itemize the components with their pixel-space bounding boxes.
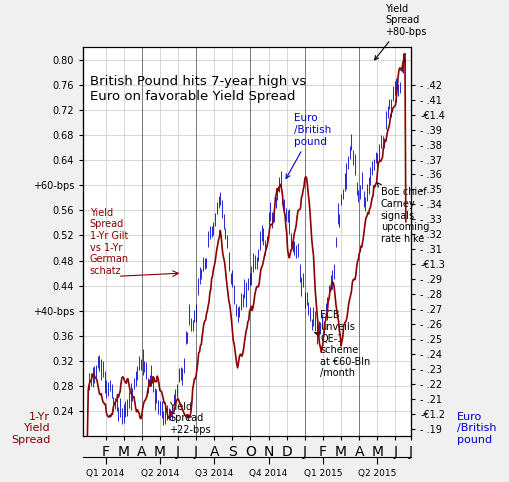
Text: BoE chief
Carney
signals
upcoming
rate hike: BoE chief Carney signals upcoming rate h… (376, 182, 429, 244)
Text: Yield
Spread
1-Yr Gilt
vs 1-Yr
German
schatz: Yield Spread 1-Yr Gilt vs 1-Yr German sc… (90, 208, 128, 276)
Y-axis label: 1-Yr
Yield
Spread: 1-Yr Yield Spread (11, 412, 50, 445)
Text: Yield
Spread
+80-bps: Yield Spread +80-bps (374, 3, 426, 60)
Text: British Pound hits 7-year high vs
Euro on favorable Yield Spread: British Pound hits 7-year high vs Euro o… (90, 75, 305, 103)
Text: Yield
Spread
+22-bps: Yield Spread +22-bps (169, 402, 211, 435)
Y-axis label: Euro
/British
pound: Euro /British pound (456, 412, 495, 445)
Text: Euro
/British
pound: Euro /British pound (286, 113, 331, 178)
Text: ECB
unveils
QE-1
scheme
at €60-Bln
/month: ECB unveils QE-1 scheme at €60-Bln /mont… (314, 310, 370, 378)
